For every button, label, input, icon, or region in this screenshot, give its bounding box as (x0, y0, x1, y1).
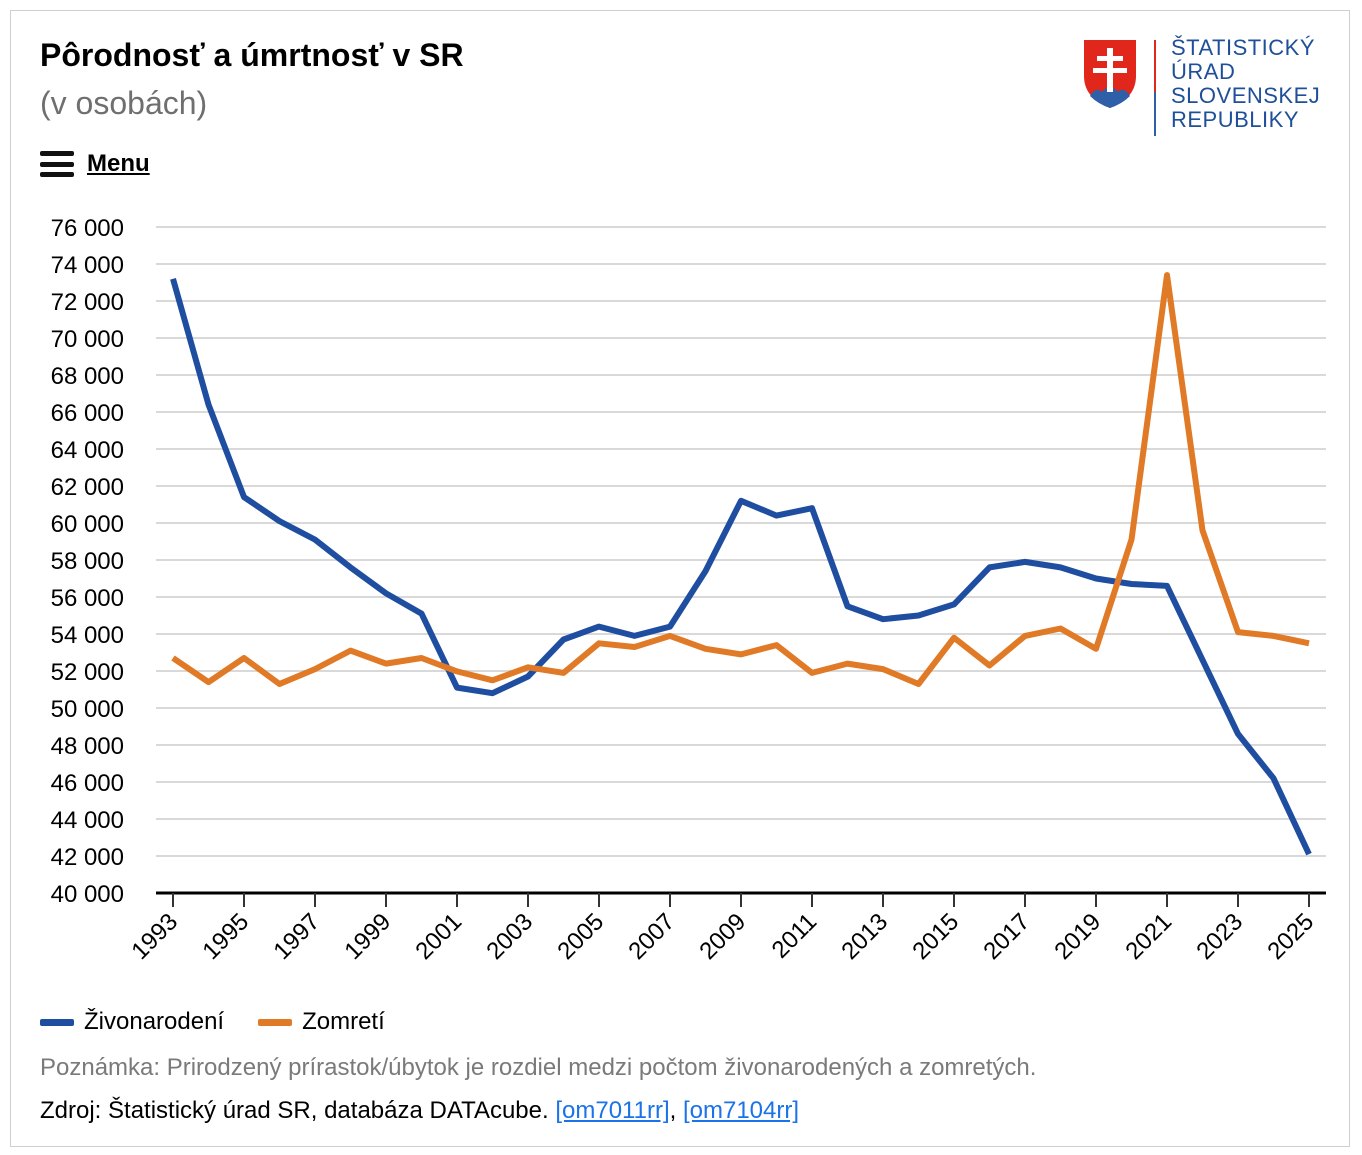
y-tick-label: 50 000 (51, 696, 124, 723)
x-tick-label: 2025 (1262, 908, 1319, 965)
logo-line: ÚRAD (1171, 59, 1236, 84)
chart-note: Poznámka: Prirodzený prírastok/úbytok je… (40, 1054, 1037, 1081)
y-tick-label: 62 000 (51, 474, 124, 501)
menu-button[interactable]: Menu (40, 150, 150, 178)
legend-label-deaths: Zomretí (302, 1008, 385, 1035)
legend-label-births: Živonarodení (84, 1008, 225, 1035)
series-line-births (170, 277, 1312, 856)
logo-divider (1154, 40, 1156, 136)
x-tick-label: 2009 (694, 908, 751, 965)
logo-line: ŠTATISTICKÝ (1171, 35, 1316, 60)
y-tick-label: 52 000 (51, 659, 124, 686)
x-tick-label: 2021 (1120, 908, 1177, 965)
menu-label: Menu (87, 150, 150, 177)
y-tick-label: 74 000 (51, 252, 124, 279)
y-tick-label: 40 000 (51, 881, 124, 908)
source-link-om7011rr[interactable]: [om7011rr] (555, 1097, 670, 1124)
logo-line: REPUBLIKY (1171, 107, 1299, 132)
logo-text: ŠTATISTICKÝ ÚRAD SLOVENSKEJ REPUBLIKY (1171, 36, 1320, 132)
legend-swatch-births (40, 1018, 74, 1026)
slovak-coat-of-arms-icon (1084, 40, 1136, 108)
y-tick-label: 64 000 (51, 437, 124, 464)
y-tick-label: 48 000 (51, 733, 124, 760)
x-tick-label: 1993 (126, 908, 183, 965)
x-tick-label: 2017 (978, 908, 1035, 965)
source-text: Zdroj: Štatistický úrad SR, databáza DAT… (40, 1097, 549, 1124)
y-tick-label: 58 000 (51, 548, 124, 575)
hamburger-icon (40, 151, 74, 177)
x-tick-label: 2019 (1049, 908, 1106, 965)
x-tick-label: 2003 (481, 908, 538, 965)
y-tick-label: 66 000 (51, 400, 124, 427)
legend: Živonarodení Zomretí (40, 1008, 419, 1036)
x-tick-label: 1995 (197, 908, 254, 965)
page-subtitle: (v osobách) (40, 85, 208, 121)
legend-item-births[interactable]: Živonarodení (40, 1008, 224, 1036)
chart-source: Zdroj: Štatistický úrad SR, databáza DAT… (40, 1097, 799, 1125)
x-tick-label: 2013 (836, 908, 893, 965)
page-title: Pôrodnosť a úmrtnosť v SR (40, 37, 464, 73)
y-tick-label: 46 000 (51, 770, 124, 797)
y-tick-label: 68 000 (51, 363, 124, 390)
y-tick-label: 56 000 (51, 585, 124, 612)
legend-swatch-deaths (258, 1018, 293, 1026)
x-tick-label: 2007 (623, 908, 680, 965)
x-tick-label: 1999 (339, 908, 396, 965)
source-separator: , (669, 1097, 677, 1124)
x-tick-label: 2005 (552, 908, 609, 965)
x-tick-label: 2023 (1191, 908, 1248, 965)
chart-card (10, 10, 1350, 1147)
x-tick-label: 2015 (907, 908, 964, 965)
source-link-om7104rr[interactable]: [om7104rr] (682, 1097, 800, 1124)
y-tick-label: 70 000 (51, 326, 124, 353)
line-chart: 40 000 42 000 44 000 46 000 48 000 50 000 52 0… (51, 215, 1326, 965)
legend-item-deaths[interactable]: Zomretí (258, 1008, 385, 1036)
logo-line: SLOVENSKEJ (1171, 83, 1321, 108)
y-tick-label: 44 000 (51, 807, 124, 834)
x-tick-label: 2001 (410, 908, 467, 965)
series-line-deaths (171, 272, 1310, 687)
y-tick-label: 42 000 (51, 844, 124, 871)
y-tick-label: 76 000 (51, 215, 124, 242)
y-tick-label: 54 000 (51, 622, 124, 649)
y-tick-label: 60 000 (51, 511, 124, 538)
x-tick-label: 1997 (268, 908, 325, 965)
y-tick-label: 72 000 (51, 289, 124, 316)
x-tick-label: 2011 (767, 908, 823, 964)
